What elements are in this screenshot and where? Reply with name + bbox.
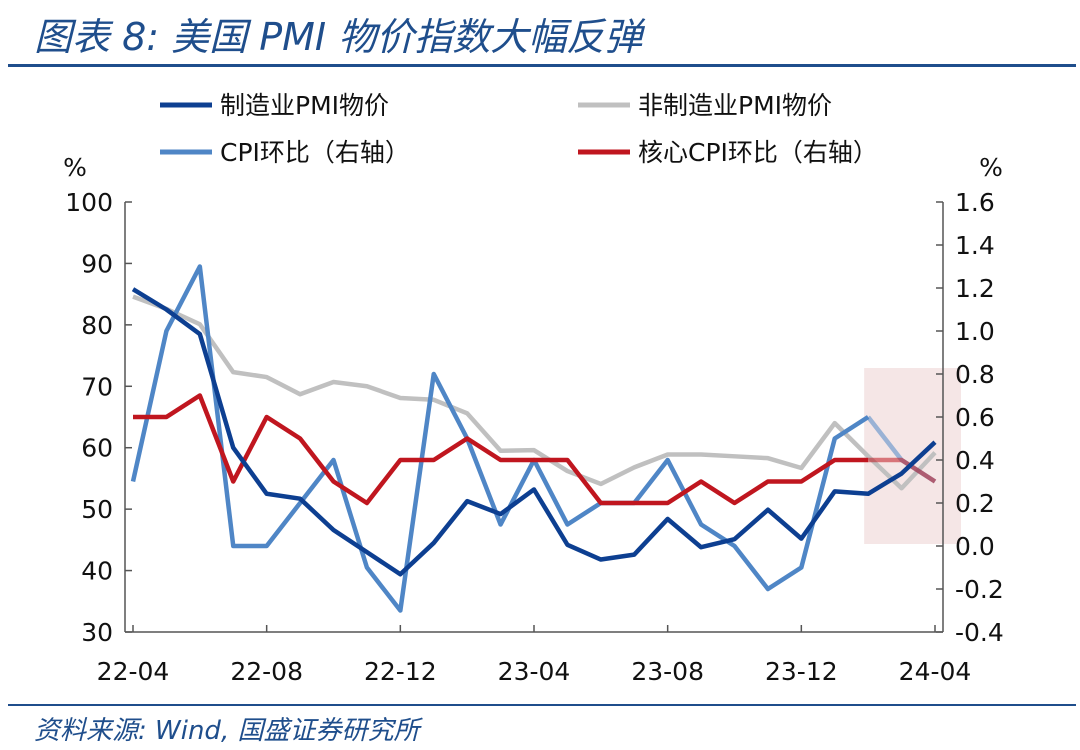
right-unit-label: %	[979, 153, 1003, 182]
series-line-3	[133, 393, 869, 506]
right-tick-label: 0.2	[955, 489, 995, 518]
source-note: 资料来源: Wind, 国盛证券研究所	[34, 716, 420, 746]
x-tick-label: 22-12	[364, 657, 437, 686]
x-tick-label: 23-12	[765, 657, 838, 686]
x-tick-label: 23-04	[498, 657, 571, 686]
series-line-0	[131, 287, 937, 577]
page-title: 图表 8: 美国 PMI 物价指数大幅反弹	[34, 15, 643, 59]
left-tick-label: 50	[81, 495, 113, 524]
x-tick-label: 23-08	[631, 657, 704, 686]
legend-label: 非制造业PMI物价	[638, 91, 832, 120]
line-chart: 30 40 50 60 70 80 90 100% -0.4 -0.2 0.0 0.2 0.4 0.6 0.…	[63, 91, 1004, 686]
right-tick-label: 0.8	[955, 360, 995, 389]
right-tick-label: 0.0	[955, 532, 995, 561]
left-tick-label: 40	[81, 557, 113, 586]
right-tick-label: 1.6	[955, 188, 995, 217]
x-tick-label: 24-04	[899, 657, 972, 686]
x-tick-label: 22-08	[230, 657, 303, 686]
series-line-tail-3	[868, 457, 937, 484]
right-tick-label: -0.4	[955, 618, 1004, 647]
legend-label: 制造业PMI物价	[220, 91, 389, 120]
right-tick-label: 1.0	[955, 317, 995, 346]
legend-label: 核心CPI环比（右轴）	[638, 138, 878, 167]
footer-divider	[8, 704, 1076, 706]
left-tick-label: 90	[81, 249, 113, 278]
left-tick-label: 60	[81, 434, 113, 463]
right-tick-label: -0.2	[955, 575, 1004, 604]
legend-label: CPI环比（右轴）	[220, 138, 410, 167]
highlight-band	[864, 368, 961, 544]
right-tick-label: 0.4	[955, 446, 995, 475]
title-divider	[8, 64, 1076, 67]
x-tick-label: 22-04	[97, 657, 170, 686]
right-tick-label: 1.2	[955, 274, 995, 303]
left-tick-label: 30	[81, 618, 113, 647]
left-unit-label: %	[63, 153, 87, 182]
series-line-1	[132, 294, 937, 491]
right-tick-label: 0.6	[955, 403, 995, 432]
right-tick-label: 1.4	[955, 231, 995, 260]
series-line-2	[130, 264, 870, 613]
left-tick-label: 100	[65, 188, 113, 217]
left-tick-label: 80	[81, 311, 113, 340]
left-tick-label: 70	[81, 372, 113, 401]
